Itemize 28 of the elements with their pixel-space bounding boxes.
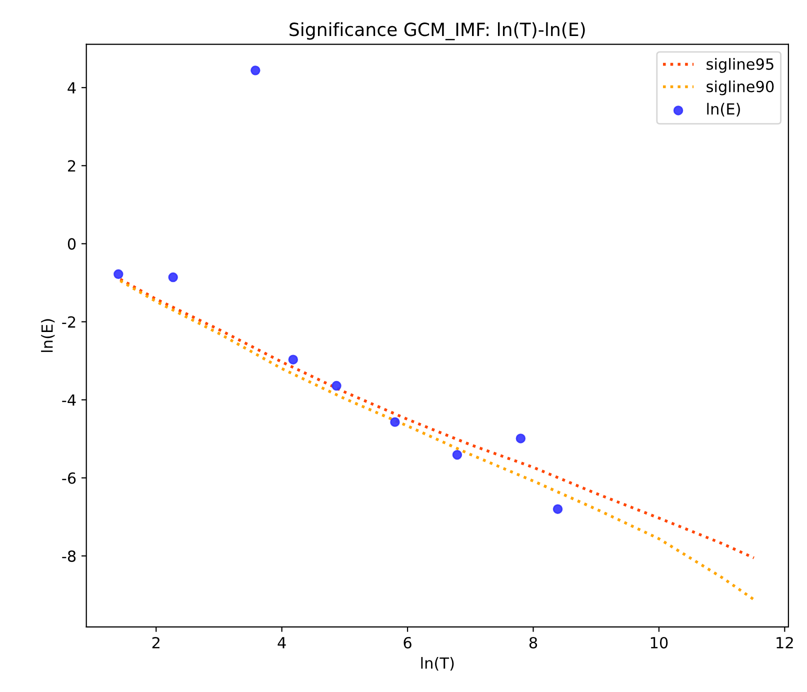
point — [250, 66, 260, 76]
point — [332, 380, 342, 391]
legend-label: sigline95 — [706, 58, 774, 73]
legend-label: ln(E) — [707, 102, 740, 117]
point — [452, 450, 462, 460]
x-tick-label: 4 — [278, 637, 286, 648]
y-axis-title: ln(E) — [41, 319, 55, 352]
point — [114, 269, 124, 280]
x-tick-label: 10 — [650, 636, 668, 648]
point — [288, 354, 298, 364]
x-tick-label: 8 — [529, 636, 538, 648]
point — [552, 504, 563, 514]
y-tick-label: 2 — [68, 160, 76, 172]
x-tick-label: 12 — [776, 636, 793, 648]
point — [168, 272, 178, 282]
x-tick-label: 2 — [152, 636, 160, 648]
point — [516, 434, 526, 444]
chart-title: Significance GCM_IMF: ln(T)-ln(E) — [290, 22, 585, 40]
x-axis-title: ln(T) — [421, 657, 454, 671]
y-tick-label: -4 — [62, 394, 76, 406]
y-tick-label: 4 — [68, 82, 76, 94]
y-tick-label: -6 — [62, 472, 76, 484]
y-tick-label: -2 — [62, 316, 76, 328]
y-tick-label: -8 — [62, 550, 76, 562]
x-tick-label: 6 — [404, 636, 412, 648]
legend-label: sigline90 — [706, 80, 774, 96]
y-tick-label: 0 — [68, 238, 76, 250]
point — [390, 417, 400, 427]
